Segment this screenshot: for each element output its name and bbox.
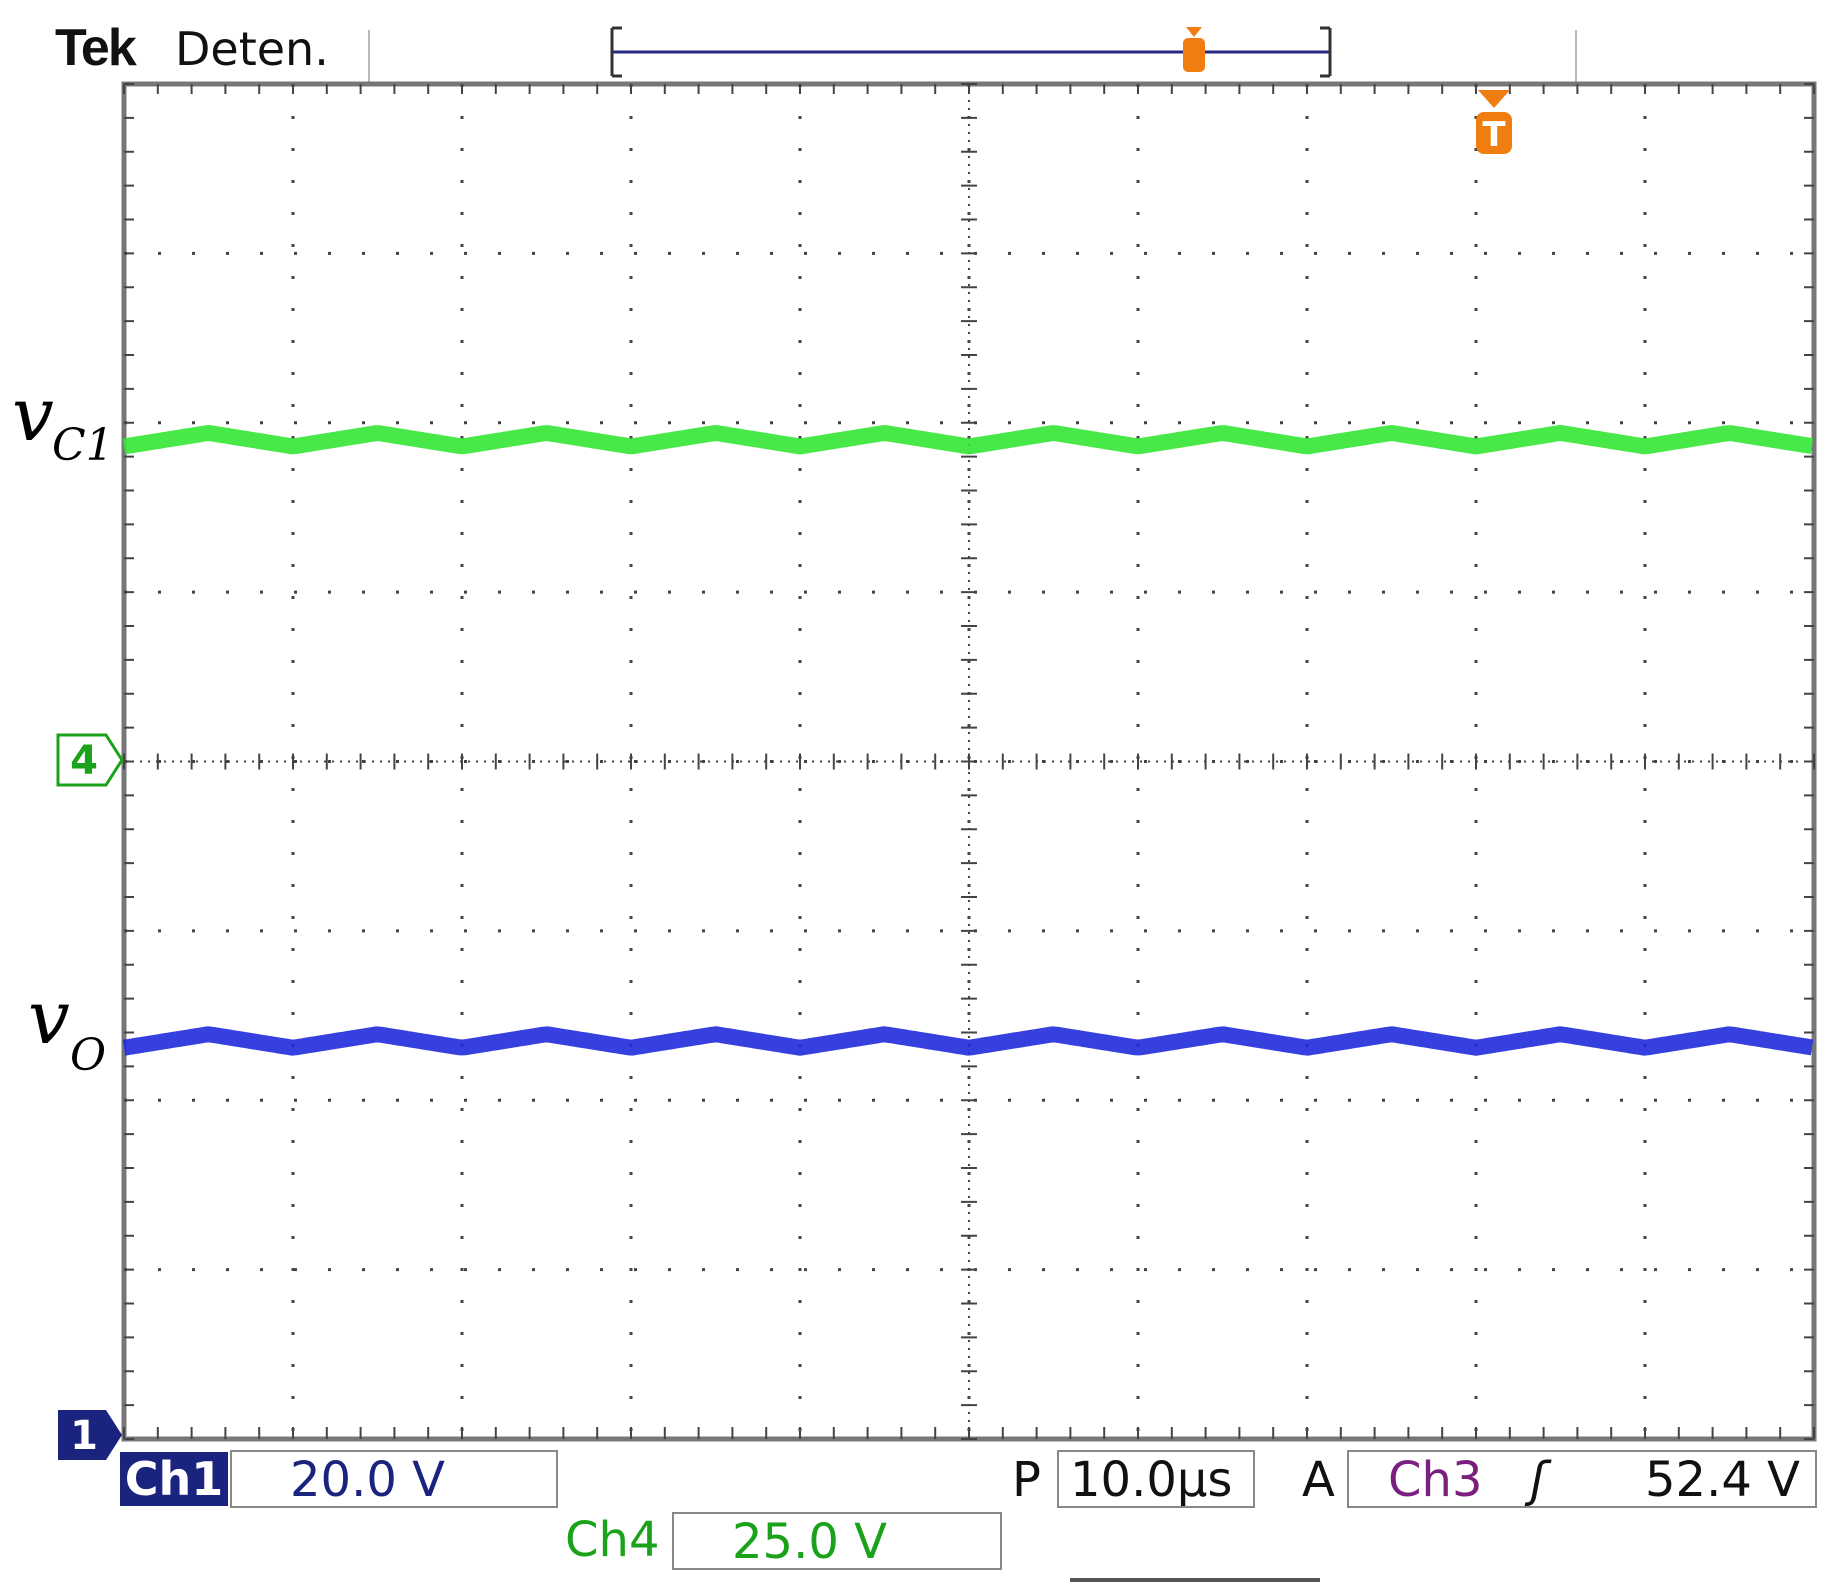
trigger-position-marker: T [1476, 90, 1512, 155]
ch4-reference-marker: 4 [56, 733, 124, 787]
trigger-source-readout: Ch3 [1388, 1452, 1483, 1508]
timebase-prefix: P [1012, 1452, 1041, 1508]
record-length-indicator [610, 26, 1332, 78]
vc1-trace [120, 425, 1816, 455]
trace-layer [120, 425, 1816, 1056]
header-divider-right [1575, 30, 1577, 84]
trigger-slope-icon: ʃ [1530, 1452, 1547, 1508]
trigger-box[interactable] [1347, 1450, 1817, 1508]
ch4-scale-readout: 25.0 V [732, 1514, 887, 1570]
ch4-scale-box[interactable] [672, 1512, 1002, 1570]
ch4-tag[interactable]: Ch4 [565, 1512, 660, 1568]
trigger-prefix: A [1302, 1452, 1335, 1508]
vc1-trace-subscript: C1 [52, 420, 114, 471]
svg-text:1: 1 [70, 1413, 98, 1459]
acquisition-status: Deten. [175, 22, 329, 76]
vo-trace-subscript: O [70, 1030, 107, 1081]
record-trigger-icon [1183, 38, 1205, 72]
menu-divider [1070, 1578, 1320, 1582]
header-divider [368, 30, 370, 84]
vc1-trace-label: v [12, 372, 54, 458]
brand-logo: Tek [55, 19, 137, 77]
timebase-readout: 10.0µs [1070, 1452, 1233, 1508]
ch1-tag[interactable]: Ch1 [120, 1452, 228, 1506]
timebase-box[interactable] [1057, 1450, 1255, 1508]
svg-text:T: T [1482, 115, 1506, 155]
svg-text:4: 4 [70, 738, 98, 784]
trigger-level-readout: 52.4 V [1645, 1452, 1800, 1508]
graticule-grid [123, 83, 1815, 1440]
ch1-reference-marker: 1 [58, 1410, 122, 1460]
ch1-scale-box[interactable] [230, 1450, 558, 1508]
ch1-scale-readout: 20.0 V [290, 1452, 445, 1508]
vo-trace-label: v [28, 975, 70, 1061]
vo-trace [120, 1026, 1816, 1056]
